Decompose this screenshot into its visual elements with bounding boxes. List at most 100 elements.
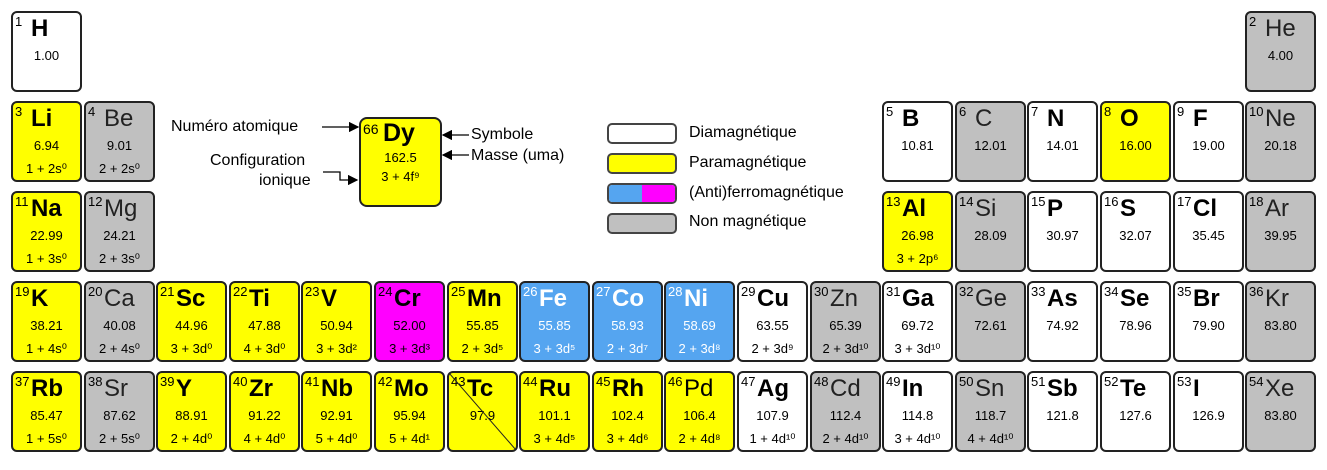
element-config: 1 + 2s⁰ xyxy=(26,161,67,176)
element-config: 2 + 2s⁰ xyxy=(99,161,140,176)
element-symbol: Pd xyxy=(684,375,714,402)
legend-swatch-dia xyxy=(607,123,677,144)
element-mass: 78.96 xyxy=(1119,318,1152,333)
legend-label-para: Paramagnétique xyxy=(689,154,807,171)
example-mass: 162.5 xyxy=(384,150,417,165)
legend-swatch-ferro xyxy=(607,183,677,204)
element-te: 52 Te 127.6 xyxy=(1100,371,1171,452)
element-mass: 63.55 xyxy=(756,318,789,333)
element-ne: 10 Ne 20.18 xyxy=(1245,101,1316,182)
element-mass: 83.80 xyxy=(1264,408,1297,423)
legend-label-dia: Diamagnétique xyxy=(689,124,797,141)
element-f: 9 F 19.00 xyxy=(1173,101,1244,182)
element-kr: 36 Kr 83.80 xyxy=(1245,281,1316,362)
element-symbol: Xe xyxy=(1265,375,1295,402)
element-config: 3 + 3d¹⁰ xyxy=(894,341,941,356)
element-rh: 45 Rh 102.4 3 + 4d⁶ xyxy=(592,371,663,452)
element-mass: 55.85 xyxy=(466,318,499,333)
element-config: 1 + 3s⁰ xyxy=(26,251,67,266)
element-symbol: Nb xyxy=(321,375,353,402)
element-mass: 9.01 xyxy=(106,138,133,153)
element-atomic-number: 34 xyxy=(1104,284,1119,299)
element-symbol: Mn xyxy=(467,285,502,312)
element-mass: 50.94 xyxy=(320,318,353,333)
element-symbol: H xyxy=(31,15,49,42)
element-config: 3 + 3d⁵ xyxy=(533,341,576,356)
element-cr: 24 Cr 52.00 3 + 3d³ xyxy=(374,281,445,362)
element-atomic-number: 48 xyxy=(814,374,829,389)
element-mass: 52.00 xyxy=(393,318,426,333)
element-config: 3 + 4d⁵ xyxy=(533,431,576,446)
element-symbol: Cl xyxy=(1193,195,1217,222)
element-mass: 39.95 xyxy=(1264,228,1297,243)
element-symbol: Na xyxy=(31,195,62,222)
element-mass: 35.45 xyxy=(1192,228,1225,243)
element-config: 1 + 5s⁰ xyxy=(26,431,67,446)
element-mass: 12.01 xyxy=(974,138,1007,153)
element-atomic-number: 25 xyxy=(451,284,466,299)
element-config: 1 + 4d¹⁰ xyxy=(749,431,796,446)
element-mass: 91.22 xyxy=(248,408,281,423)
element-symbol: Ni xyxy=(684,285,708,312)
element-mass: 16.00 xyxy=(1119,138,1152,153)
element-config: 1 + 4s⁰ xyxy=(26,341,67,356)
element-symbol: Y xyxy=(176,375,193,402)
element-atomic-number: 49 xyxy=(886,374,901,389)
element-symbol: Ag xyxy=(757,375,789,402)
element-config: 3 + 3d⁰ xyxy=(170,341,213,356)
element-config: 3 + 3d³ xyxy=(389,341,430,356)
element-config: 2 + 4d⁸ xyxy=(678,431,721,446)
element-se: 34 Se 78.96 xyxy=(1100,281,1171,362)
element-symbol: Zn xyxy=(830,285,859,312)
element-symbol: Tc xyxy=(467,375,494,402)
element-li: 3 Li 6.94 1 + 2s⁰ xyxy=(11,101,82,182)
element-ti: 22 Ti 47.88 4 + 3d⁰ xyxy=(229,281,300,362)
element-n: 7 N 14.01 xyxy=(1027,101,1098,182)
element-atomic-number: 12 xyxy=(88,194,103,209)
element-symbol: V xyxy=(321,285,338,312)
element-mass: 112.4 xyxy=(829,408,862,423)
element-atomic-number: 2 xyxy=(1249,14,1257,29)
element-ar: 18 Ar 39.95 xyxy=(1245,191,1316,272)
element-symbol: Kr xyxy=(1265,285,1289,312)
element-config: 2 + 4d¹⁰ xyxy=(822,431,869,446)
element-config: 2 + 3d¹⁰ xyxy=(822,341,869,356)
element-atomic-number: 39 xyxy=(160,374,175,389)
element-symbol: Ar xyxy=(1265,195,1289,222)
element-atomic-number: 18 xyxy=(1249,194,1264,209)
element-zr: 40 Zr 91.22 4 + 4d⁰ xyxy=(229,371,300,452)
element-symbol: S xyxy=(1120,195,1137,222)
element-br: 35 Br 79.90 xyxy=(1173,281,1244,362)
element-atomic-number: 21 xyxy=(160,284,175,299)
element-atomic-number: 10 xyxy=(1249,104,1264,119)
element-symbol: C xyxy=(975,105,993,132)
element-atomic-number: 50 xyxy=(959,374,974,389)
element-symbol: Sn xyxy=(975,375,1005,402)
element-symbol: Ga xyxy=(902,285,935,312)
element-mass: 74.92 xyxy=(1046,318,1079,333)
element-atomic-number: 23 xyxy=(305,284,320,299)
element-symbol: In xyxy=(902,375,924,402)
element-atomic-number: 40 xyxy=(233,374,248,389)
element-b: 5 B 10.81 xyxy=(882,101,953,182)
element-atomic-number: 26 xyxy=(523,284,538,299)
element-mn: 25 Mn 55.85 2 + 3d⁵ xyxy=(447,281,518,362)
element-symbol: Mo xyxy=(394,375,429,402)
element-atomic-number: 20 xyxy=(88,284,103,299)
element-rb: 37 Rb 85.47 1 + 5s⁰ xyxy=(11,371,82,452)
element-symbol: Fe xyxy=(539,285,568,312)
element-atomic-number: 27 xyxy=(596,284,611,299)
element-atomic-number: 15 xyxy=(1031,194,1046,209)
element-mass: 55.85 xyxy=(538,318,571,333)
element-cu: 29 Cu 63.55 2 + 3d⁹ xyxy=(737,281,808,362)
element-cd: 48 Cd 112.4 2 + 4d¹⁰ xyxy=(810,371,881,452)
element-atomic-number: 32 xyxy=(959,284,974,299)
label-atomic-number: Numéro atomique xyxy=(171,118,299,135)
element-symbol: Ru xyxy=(539,375,571,402)
element-i: 53 I 126.9 xyxy=(1173,371,1244,452)
element-config: 4 + 3d⁰ xyxy=(243,341,286,356)
element-atomic-number: 19 xyxy=(15,284,30,299)
element-atomic-number: 13 xyxy=(886,194,901,209)
element-config: 2 + 4s⁰ xyxy=(99,341,140,356)
